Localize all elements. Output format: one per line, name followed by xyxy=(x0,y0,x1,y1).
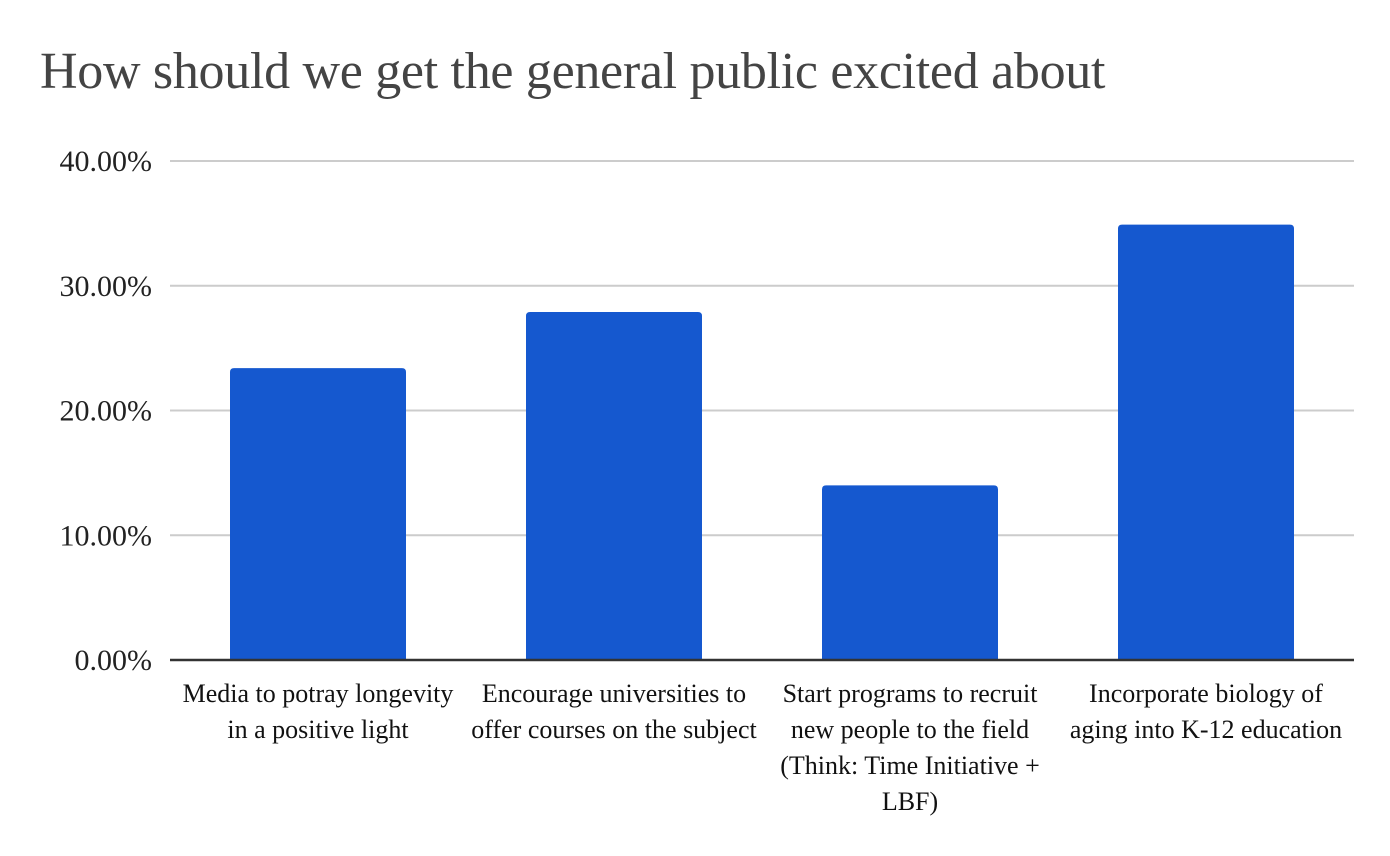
y-tick-label: 40.00% xyxy=(60,145,153,178)
bar xyxy=(1118,224,1294,660)
y-tick-label: 20.00% xyxy=(60,395,153,428)
bars xyxy=(230,224,1294,660)
x-tick-label: Media to potray longevity in a positive … xyxy=(182,679,454,744)
bar xyxy=(526,311,702,660)
x-tick-label: Start programs to recruit new people to … xyxy=(780,679,1040,816)
x-tick-label: Encourage universities to offer courses … xyxy=(471,679,757,744)
y-axis-ticks: 0.00% 10.00% 20.00% 30.00% 40.00% xyxy=(60,145,153,677)
y-tick-label: 0.00% xyxy=(75,644,153,677)
bar xyxy=(230,368,406,660)
chart-title: How should we get the general public exc… xyxy=(40,43,1106,100)
x-tick-label: Incorporate biology of aging into K-12 e… xyxy=(1069,679,1343,744)
y-tick-label: 30.00% xyxy=(60,270,153,303)
y-tick-label: 10.00% xyxy=(60,519,153,552)
bar xyxy=(822,485,998,660)
